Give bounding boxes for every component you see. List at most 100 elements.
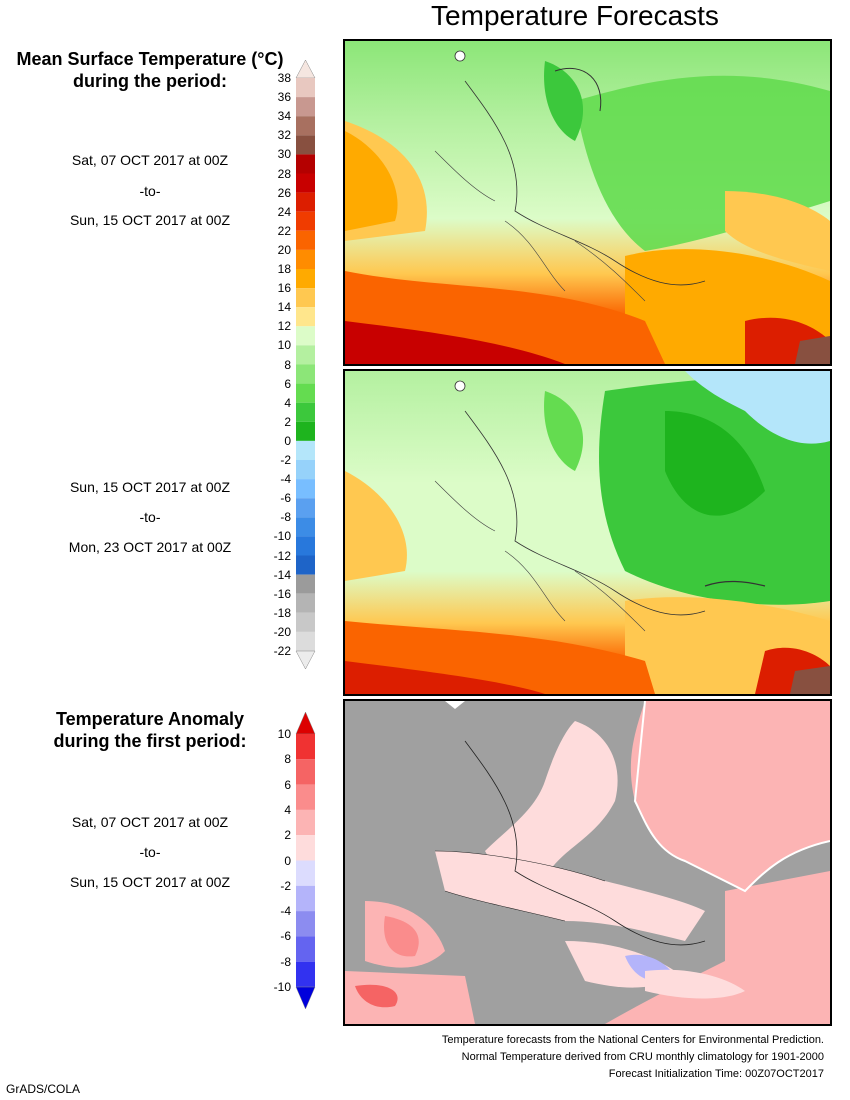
anomaly-colorbar: 10 8 6 4 2 0 -2 -4 -6 -8 -10 [264, 710, 324, 1015]
colorbar-tick-label: 0 [284, 433, 291, 448]
colorbar-tick-label: -2 [280, 453, 291, 467]
colorbar-swatch [296, 383, 315, 403]
colorbar-swatch [296, 631, 315, 651]
colorbar-swatch [296, 192, 315, 212]
panel1-heading: Mean Surface Temperature (°C) during the… [0, 48, 300, 92]
colorbar-tick-label: 12 [277, 319, 291, 334]
colorbar-tick-label: 6 [284, 777, 291, 792]
colorbar-swatch [296, 440, 315, 460]
footer-note-2: Normal Temperature derived from CRU mont… [461, 1051, 824, 1063]
colorbar-swatch [296, 860, 315, 886]
colorbar-swatch [296, 911, 315, 937]
colorbar-tick-label: -8 [280, 510, 291, 525]
colorbar-swatch [296, 402, 315, 422]
temperature-colorbar: 38 36 34 32 30 28 26 24 22 20 18 16 14 12 10 8 6 4 2 0 -2 -4-… [264, 58, 324, 670]
colorbar-swatch [296, 135, 315, 155]
colorbar-tick-label: -12 [273, 548, 291, 563]
page-title: Temperature Forecasts [431, 0, 719, 31]
panel2-to-date: Mon, 23 OCT 2017 at 00Z [68, 539, 232, 555]
colorbar-tick-label: 0 [284, 853, 291, 868]
colorbar-tick-label: -8 [280, 954, 291, 969]
colorbar-swatch [296, 269, 315, 289]
footer-note-3: Forecast Initialization Time: 00Z07OCT20… [608, 1068, 824, 1080]
colorbar-tick-label: 2 [284, 828, 291, 843]
colorbar-tick-label: -4 [280, 472, 291, 487]
panel3-to-date: Sun, 15 OCT 2017 at 00Z [69, 874, 231, 890]
colorbar-swatch [296, 97, 315, 117]
colorbar-swatch [296, 784, 315, 810]
colorbar-bottom-arrow [295, 650, 316, 670]
panel2-from-date: Sun, 15 OCT 2017 at 00Z [69, 479, 231, 495]
colorbar-tick-label: 8 [284, 357, 291, 372]
temperature-map-period1-graphic [345, 41, 830, 364]
colorbar-swatch [296, 326, 315, 346]
colorbar-tick-label: -10 [273, 980, 291, 994]
panel3-from-date: Sat, 07 OCT 2017 at 00Z [71, 814, 229, 830]
colorbar-tick-label: -16 [273, 586, 291, 601]
colorbar-tick-label: 2 [284, 414, 291, 429]
colorbar-swatch [296, 288, 315, 308]
colorbar-swatch [296, 249, 315, 269]
colorbar-swatch [296, 307, 315, 327]
colorbar-tick-label: -18 [273, 605, 291, 620]
colorbar-top-arrow [295, 711, 316, 735]
colorbar-tick-label: 30 [277, 147, 291, 162]
colorbar-tick-label: 22 [277, 223, 291, 238]
colorbar-swatch [296, 498, 315, 518]
colorbar-tick-label: 34 [277, 109, 291, 124]
colorbar-swatch [296, 734, 315, 760]
colorbar-tick-label: 6 [284, 376, 291, 391]
colorbar-tick-label: -10 [273, 529, 291, 544]
panel1-heading-line1: Mean Surface Temperature (°C) [16, 49, 284, 69]
colorbar-tick-label: 32 [277, 128, 291, 143]
panel3-heading-line1: Temperature Anomaly [55, 709, 245, 729]
colorbar-swatch [296, 809, 315, 836]
panel1-from-date: Sat, 07 OCT 2017 at 00Z [71, 152, 229, 168]
colorbar-tick-label: 24 [277, 204, 291, 219]
colorbar-tick-label: 16 [277, 281, 291, 296]
colorbar-swatch [296, 759, 315, 785]
colorbar-swatch [296, 116, 315, 136]
colorbar-bottom-arrow [295, 986, 316, 1010]
colorbar-tick-label: -22 [273, 644, 291, 658]
colorbar-swatch [296, 173, 315, 193]
colorbar-swatch [296, 612, 315, 632]
colorbar-swatch [296, 574, 315, 594]
temperature-map-period2-graphic [345, 371, 830, 694]
colorbar-swatch [296, 78, 315, 98]
colorbar-swatch [296, 364, 315, 384]
panel3-heading-line2: during the first period: [53, 731, 247, 751]
colorbar-tick-label: 28 [277, 166, 291, 181]
panel1-heading-line2: during the period: [73, 71, 227, 91]
temperature-colorbar-graphic [295, 59, 316, 670]
anomaly-colorbar-graphic [295, 711, 316, 1010]
colorbar-swatch [296, 421, 315, 441]
colorbar-swatch [296, 211, 315, 231]
colorbar-tick-label: 4 [284, 395, 291, 410]
colorbar-swatch [296, 593, 315, 613]
panel1-to-date: Sun, 15 OCT 2017 at 00Z [69, 212, 231, 228]
panel3-separator: -to- [139, 844, 161, 860]
temperature-map-period1 [343, 39, 832, 366]
colorbar-tick-label: -2 [280, 878, 291, 893]
colorbar-tick-label: 10 [277, 727, 291, 741]
colorbar-top-arrow [295, 59, 316, 79]
colorbar-swatch [296, 885, 315, 912]
colorbar-tick-label: 10 [277, 338, 291, 353]
colorbar-swatch [296, 936, 315, 962]
colorbar-tick-label: 8 [284, 752, 291, 767]
colorbar-tick-label: -6 [280, 929, 291, 944]
colorbar-swatch [296, 555, 315, 575]
colorbar-swatch [296, 517, 315, 537]
colorbar-tick-label: -20 [273, 624, 291, 639]
colorbar-tick-label: 14 [277, 300, 291, 315]
colorbar-tick-label: 20 [277, 242, 291, 257]
anomaly-map-graphic [345, 701, 830, 1024]
colorbar-tick-label: -14 [273, 567, 291, 582]
colorbar-swatch [296, 154, 315, 174]
colorbar-swatch [296, 835, 315, 861]
credit-label: GrADS/COLA [6, 1082, 81, 1096]
colorbar-swatch [296, 479, 315, 499]
anomaly-map [343, 699, 832, 1026]
temperature-map-period2 [343, 369, 832, 696]
